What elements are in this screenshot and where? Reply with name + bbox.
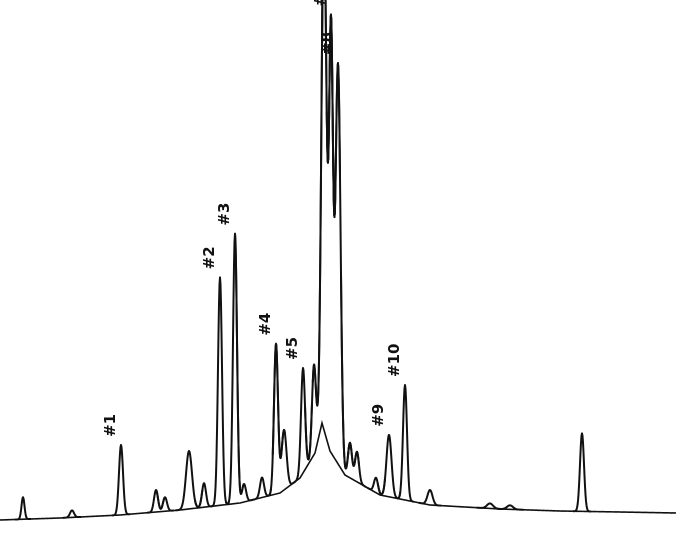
peak-5 xyxy=(175,449,204,512)
peak-label: #4 xyxy=(256,313,274,336)
peak-labels: #1#2#3#4#5#6#7#8#9#10 xyxy=(101,0,403,437)
peak-8 xyxy=(225,232,245,506)
peak-6 xyxy=(194,482,214,508)
peak-label: #2 xyxy=(200,246,218,269)
peak-17 xyxy=(325,14,351,470)
peak-13 xyxy=(293,367,313,484)
peak-3 xyxy=(146,489,166,514)
peak-label: #5 xyxy=(283,337,301,360)
peak-label: #3 xyxy=(215,203,233,226)
peak-19 xyxy=(347,441,367,488)
peak-label: #9 xyxy=(369,404,387,427)
peak-label: #1 xyxy=(101,414,119,437)
peak-2 xyxy=(111,443,131,517)
peak-0 xyxy=(14,496,32,521)
peak-label: #8 xyxy=(318,32,336,55)
peak-7 xyxy=(210,276,230,508)
peak-25 xyxy=(496,504,524,511)
peak-label: #7 xyxy=(311,0,329,6)
peak-12 xyxy=(271,343,296,485)
peak-1 xyxy=(62,509,82,519)
peak-11 xyxy=(266,342,286,497)
peak-9 xyxy=(234,233,254,502)
peak-21 xyxy=(376,434,402,500)
peak-18 xyxy=(340,273,360,470)
trace-layer xyxy=(0,0,676,521)
peak-22 xyxy=(395,384,415,503)
peak-23 xyxy=(418,489,442,507)
peak-26 xyxy=(572,432,592,513)
peak-4 xyxy=(155,489,175,512)
peak-label: #10 xyxy=(385,344,403,377)
